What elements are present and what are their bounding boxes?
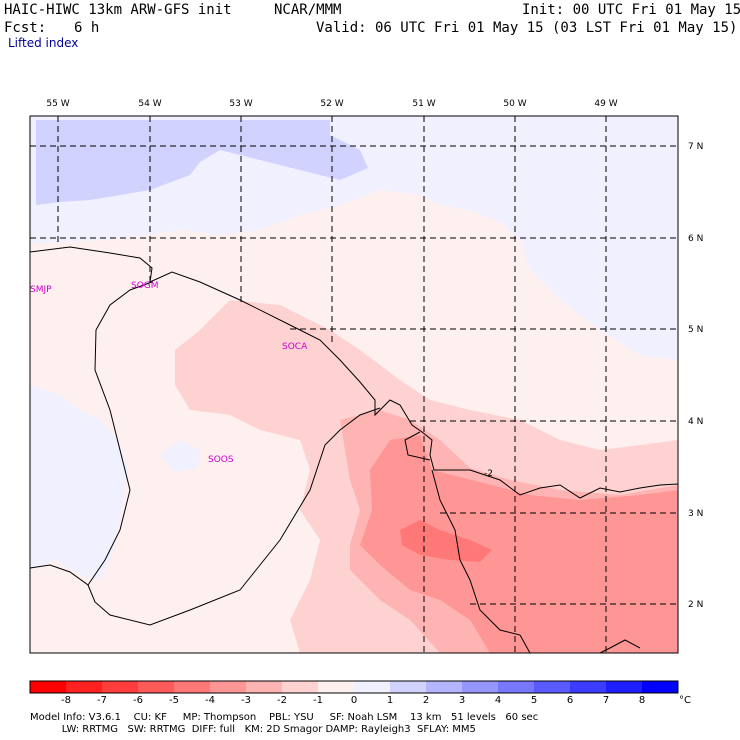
- colorbar-tick-label: 1: [387, 695, 393, 706]
- colorbar-swatch: [318, 681, 355, 693]
- colorbar-swatch: [174, 681, 211, 693]
- lat-label: 5 N: [688, 325, 703, 335]
- lat-label: 2 N: [688, 600, 703, 610]
- colorbar-swatch: [282, 681, 319, 693]
- colorbar-tick-label: 3: [459, 695, 465, 706]
- model-title: HAIC-HIWC 13km ARW-GFS init: [4, 2, 232, 18]
- li-zone-minus4-to-minus5: [400, 520, 492, 562]
- colorbar-swatch: [642, 681, 679, 693]
- lon-label: 54 W: [138, 99, 161, 109]
- graticule: [30, 116, 678, 653]
- station-label: SOCA: [282, 342, 308, 352]
- border-west: [87, 281, 153, 586]
- colorbar-swatch: [390, 681, 427, 693]
- colorbar-tick-label: -6: [133, 695, 143, 706]
- colorbar-swatch: [606, 681, 643, 693]
- shaded-field: [30, 116, 678, 653]
- li-zone-inland: [160, 440, 200, 472]
- forecast-label: Fcst:: [4, 20, 47, 36]
- colorbar-tick-label: -5: [169, 695, 179, 706]
- colorbar-tick-label: -2: [277, 695, 287, 706]
- lon-label: 51 W: [412, 99, 435, 109]
- colorbar-tick-label: 5: [531, 695, 537, 706]
- colorbar-swatch: [462, 681, 499, 693]
- colorbar-tick-label: -3: [241, 695, 251, 706]
- lat-label: 4 N: [688, 417, 703, 427]
- model-info-line2: LW: RRTMG SW: RRTMG DIFF: full KM: 2D Sm…: [30, 724, 476, 735]
- colorbar-tick-label: 7: [603, 695, 609, 706]
- colorbar-tick-label: 8: [639, 695, 645, 706]
- colorbar-swatch: [102, 681, 139, 693]
- colorbar-swatch: [354, 681, 391, 693]
- colorbar-unit: °C: [679, 695, 691, 706]
- contour-label: -2: [484, 469, 493, 479]
- colorbar-swatch: [534, 681, 571, 693]
- colorbar-swatch: [30, 681, 67, 693]
- colorbar-tick-label: -8: [61, 695, 71, 706]
- li-zone-1-to-2: [36, 120, 368, 205]
- border-loop: [404, 431, 431, 461]
- colorbar-tick-label: 0: [351, 695, 357, 706]
- colorbar-swatch: [210, 681, 247, 693]
- map-frame: [29, 115, 679, 654]
- forecast-hour: 6 h: [74, 20, 100, 36]
- lon-label: 50 W: [503, 99, 526, 109]
- colorbar-tick-label: -4: [205, 695, 215, 706]
- colorbar: -8 -7 -6 -5 -4 -3 -2 -1 0 1 2 3 4 5 6 7 8 °C: [29, 680, 691, 706]
- colorbar-swatch: [66, 681, 103, 693]
- li-zone-0-to-1: [30, 116, 678, 360]
- lat-label: 6 N: [688, 234, 703, 244]
- colorbar-tick-label: -7: [97, 695, 107, 706]
- colorbar-swatch: [138, 681, 175, 693]
- border-south: [29, 407, 381, 626]
- border-east: [431, 469, 531, 654]
- colorbar-swatch: [570, 681, 607, 693]
- valid-time: Valid: 06 UTC Fri 01 May 15 (03 LST Fri …: [316, 20, 738, 36]
- coastline: [29, 246, 679, 654]
- li-zone-west: [30, 385, 128, 580]
- init-time: Init: 00 UTC Fri 01 May 15: [522, 2, 740, 18]
- colorbar-tick-label: -1: [313, 695, 323, 706]
- colorbar-tick-label: 4: [495, 695, 501, 706]
- lon-label: 52 W: [320, 99, 343, 109]
- colorbar-swatch: [426, 681, 463, 693]
- station-label: SMJP: [30, 285, 52, 295]
- field-title: Lifted index: [8, 36, 79, 50]
- lon-label: 53 W: [229, 99, 252, 109]
- border-se: [599, 639, 641, 654]
- colorbar-swatch: [246, 681, 283, 693]
- station-label: SOGM: [131, 281, 159, 291]
- colorbar-swatch: [498, 681, 535, 693]
- lon-label: 49 W: [594, 99, 617, 109]
- colorbar-tick-label: 6: [567, 695, 573, 706]
- lon-label: 55 W: [46, 99, 69, 109]
- li-zone-minus3-to-minus4: [360, 435, 678, 653]
- colorbar-frame: [29, 680, 679, 694]
- coast-line: [29, 246, 679, 499]
- lat-label: 7 N: [688, 142, 703, 152]
- org-label: NCAR/MMM: [274, 2, 342, 18]
- model-info-line1: Model Info: V3.6.1 CU: KF MP: Thompson P…: [30, 712, 539, 723]
- station-label: SOOS: [208, 455, 234, 465]
- colorbar-tick-label: 2: [423, 695, 429, 706]
- lat-label: 3 N: [688, 509, 703, 519]
